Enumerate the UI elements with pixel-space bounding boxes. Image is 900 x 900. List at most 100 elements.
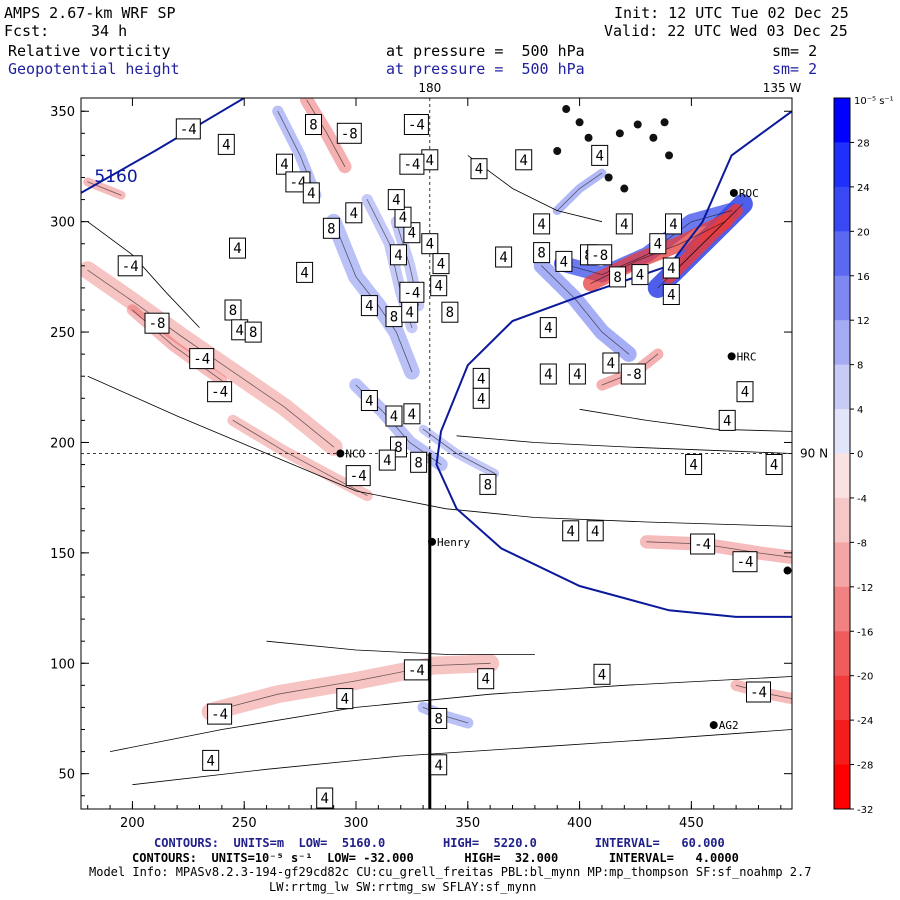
contour-label-text: -8: [591, 248, 608, 264]
forecast-hours: 34 h: [91, 22, 128, 40]
contour-label-text: 8: [446, 305, 454, 321]
colorbar-bin: [834, 497, 850, 543]
vorticity-core: [620, 184, 629, 193]
station-dot: [709, 721, 718, 730]
contour-label-text: 4: [408, 226, 416, 242]
contour-label: 4: [345, 202, 363, 224]
contour-label: 4: [378, 449, 396, 471]
vorticity-core: [665, 151, 674, 160]
contour-label-box: [441, 301, 459, 323]
contour-label: 4: [662, 257, 680, 279]
colorbar-label: -24: [857, 716, 873, 727]
contour-label-box: [479, 473, 497, 495]
contour-label: 4: [765, 454, 783, 475]
contour-label-box: [202, 749, 220, 771]
contour-label-text: -4: [403, 285, 420, 301]
contour-label-box: [430, 754, 448, 776]
contour-label: 4: [387, 189, 405, 211]
contour-label-text: 8: [613, 270, 621, 286]
contour-label: 8: [609, 266, 627, 288]
colorbar-bin: [834, 720, 850, 765]
contour-label: 4: [495, 246, 513, 268]
contour-label-box: [477, 668, 495, 690]
contour-label-text: 4: [598, 667, 606, 683]
contour-label: 4: [360, 295, 378, 317]
contour-label: -4: [403, 659, 429, 681]
colorbar-label: 28: [857, 138, 870, 149]
colorbar-label: -16: [857, 627, 873, 638]
contour-label-box: [345, 202, 363, 224]
lon-180-label: 180: [418, 81, 441, 95]
contour-label-box: [207, 703, 233, 725]
vorticity-contour-line: [210, 662, 491, 713]
contour-label-text: 4: [667, 261, 675, 277]
contour-label: 4: [430, 754, 448, 776]
vorticity-contour-line: [456, 435, 792, 454]
station: HRC: [727, 350, 757, 363]
contour-label-box: [316, 787, 334, 809]
lon-135w-label: 135 W: [763, 81, 802, 95]
colorbar-label: 24: [857, 183, 870, 194]
vorticity-core: [660, 118, 669, 127]
contour-label: 4: [421, 233, 439, 255]
contour-label-box: [305, 114, 322, 135]
height-5160-line: [435, 110, 792, 618]
contour-label-text: 8: [390, 310, 398, 326]
x-tick-label: 400: [567, 816, 592, 831]
colorbar-bin: [834, 186, 850, 232]
contour-label: 4: [360, 390, 378, 411]
vorticity-contour-line: [232, 420, 368, 496]
field1-name: Relative vorticity: [8, 42, 171, 60]
vorticity-core: [562, 105, 571, 114]
contour-label-text: -4: [350, 469, 367, 485]
map-labels: 180 135 W 90 N 5160: [94, 81, 828, 461]
contour-label: 4: [276, 153, 293, 175]
contour-label: 8: [479, 473, 497, 495]
contour-label-text: 4: [206, 753, 214, 769]
contour-label: 4: [202, 749, 220, 771]
contour-label-text: 4: [300, 265, 308, 281]
contour-label: 4: [217, 133, 235, 155]
contour-label-box: [472, 387, 490, 409]
contour-label-text: 4: [434, 758, 442, 774]
contour-label-text: 8: [537, 246, 545, 262]
contour-label-box: [690, 533, 716, 555]
contour-label-text: 4: [481, 672, 489, 688]
contour-label: -8: [620, 363, 646, 385]
vorticity-contour-line: [422, 428, 495, 474]
contour-label-box: [403, 403, 421, 425]
contour-label: 4: [568, 363, 586, 385]
vorticity-contour-line: [579, 408, 792, 432]
contour-label-text: 4: [723, 413, 731, 429]
contour-label-text: -4: [211, 385, 228, 401]
contour-label-box: [602, 352, 620, 374]
contour-label-text: -4: [403, 157, 420, 173]
contour-label-text: -8: [625, 367, 642, 383]
contour-label-box: [631, 264, 649, 286]
contour-label-text: 8: [309, 118, 317, 134]
contour-label-box: [662, 284, 680, 305]
x-tick-label: 450: [679, 816, 704, 831]
contour-label: 4: [316, 787, 334, 809]
y-tick-label: 350: [50, 105, 75, 120]
contour-label-text: 4: [307, 186, 315, 202]
vorticity-core: [633, 120, 642, 129]
contour-label-text: 4: [405, 305, 413, 321]
colorbar-bin: [834, 764, 850, 810]
contour-label-text: 4: [519, 153, 527, 169]
contour-label-box: [296, 261, 314, 283]
contour-label: 4: [229, 237, 246, 259]
contour-label-box: [387, 189, 405, 211]
contour-label-box: [555, 250, 573, 272]
contour-label-box: [403, 659, 429, 681]
contour-label-box: [175, 118, 201, 140]
contour-label-box: [533, 242, 551, 264]
contour-label-box: [302, 182, 320, 204]
contour-label-box: [609, 266, 627, 288]
vorticity-core: [604, 173, 613, 182]
contour-label-box: [403, 114, 429, 135]
contour-label: 4: [302, 182, 320, 204]
contour-label: 4: [403, 403, 421, 425]
